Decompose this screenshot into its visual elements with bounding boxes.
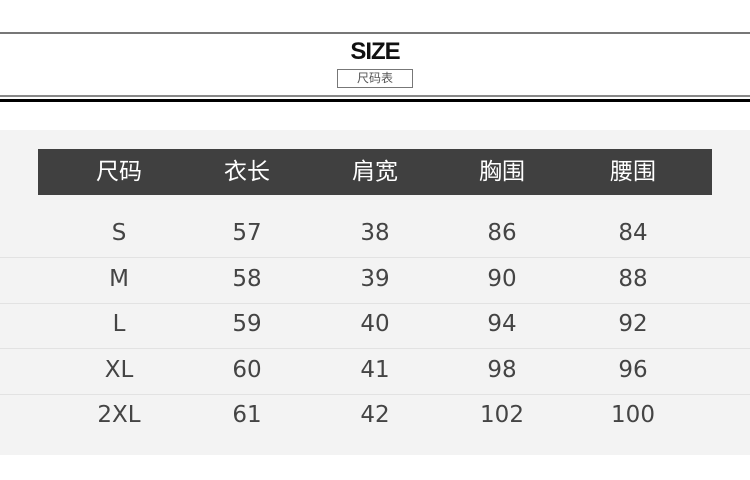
table-cell: M [109, 265, 129, 292]
table-cell: 92 [618, 311, 648, 337]
table-row: L 59 40 94 92 [0, 302, 750, 347]
table-cell: 38 [360, 220, 390, 246]
table-row: M 58 39 90 88 [0, 257, 750, 302]
divider-gray [0, 95, 750, 97]
table-cell: 41 [360, 356, 390, 383]
table-cell: 84 [618, 220, 648, 246]
table-cell: 39 [360, 265, 390, 292]
table-cell: 60 [232, 356, 262, 383]
table-cell: 100 [611, 402, 655, 428]
table-cell: 86 [487, 220, 517, 246]
row-separator [0, 348, 750, 349]
column-header: 尺码 [96, 159, 142, 185]
table-cell: 42 [360, 402, 390, 428]
row-separator [0, 257, 750, 258]
table-cell: 58 [232, 265, 262, 292]
table-cell: 59 [232, 311, 262, 337]
table-row: 2XL 61 42 102 100 [0, 393, 750, 438]
page-title: SIZE [350, 38, 400, 65]
table-cell: 2XL [97, 402, 141, 428]
page-subtitle: 尺码表 [337, 69, 413, 88]
top-divider [0, 32, 750, 34]
table-cell: XL [104, 356, 134, 383]
table-cell: 61 [232, 402, 262, 428]
table-header: 尺码 衣长 肩宽 胸围 腰围 [38, 149, 712, 195]
table-cell: S [111, 220, 127, 246]
row-separator [0, 393, 750, 395]
row-separator [0, 302, 750, 304]
table-cell: 90 [487, 265, 517, 292]
table-cell: L [112, 311, 126, 337]
table-cell: 40 [360, 311, 390, 337]
table-row: S 57 38 86 84 [0, 211, 750, 256]
column-header: 肩宽 [352, 159, 398, 185]
column-header: 腰围 [610, 159, 656, 185]
table-cell: 98 [487, 356, 517, 383]
column-header: 胸围 [479, 159, 525, 185]
table-cell: 88 [618, 265, 648, 292]
table-row: XL 60 41 98 96 [0, 348, 750, 393]
table-cell: 94 [487, 311, 517, 337]
column-header: 衣长 [224, 159, 270, 185]
divider-black [0, 99, 750, 102]
table-cell: 57 [232, 220, 262, 246]
table-cell: 102 [480, 402, 524, 428]
table-cell: 96 [618, 356, 648, 383]
